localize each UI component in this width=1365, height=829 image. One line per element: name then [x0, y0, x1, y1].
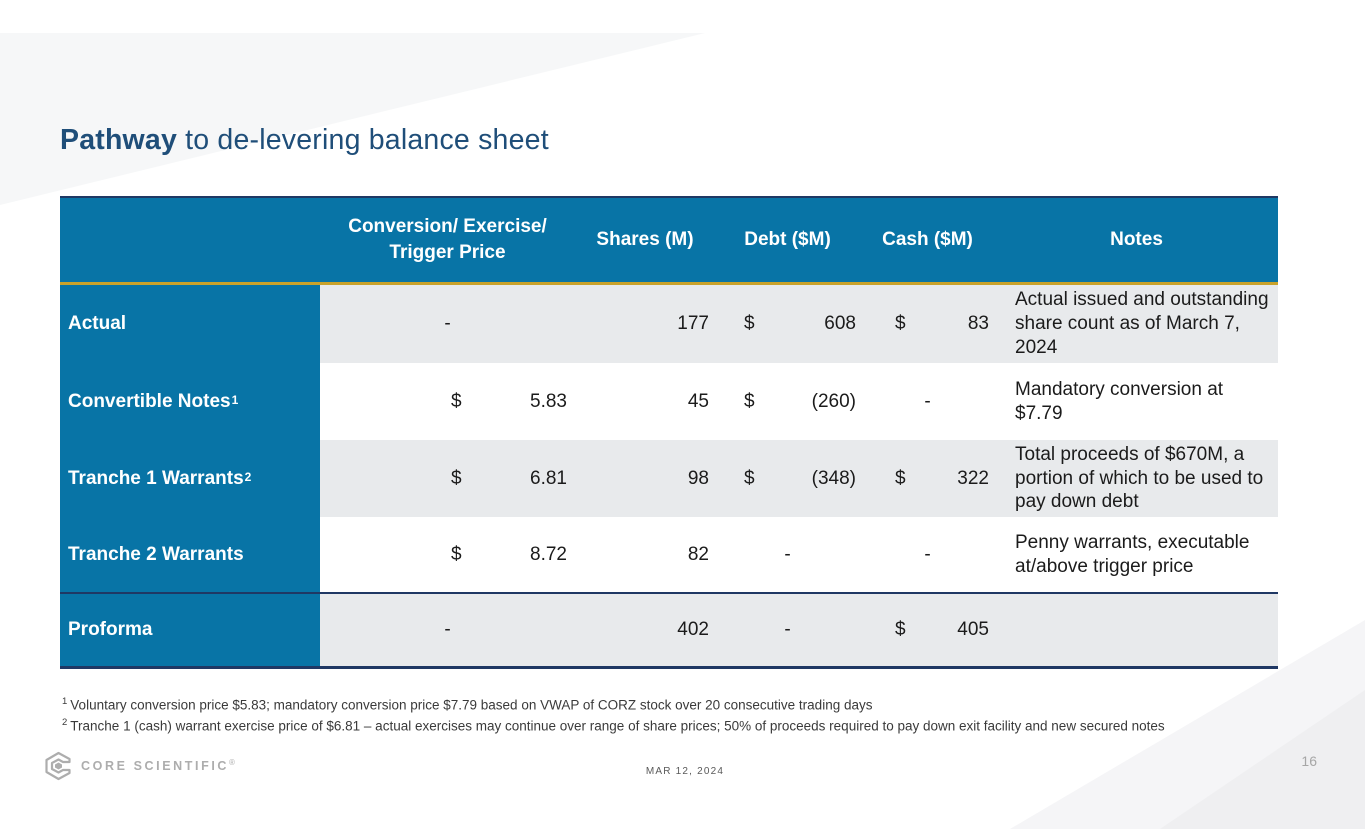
core-scientific-logo: CORE SCIENTIFIC®	[44, 751, 235, 781]
currency-symbol: $	[895, 619, 906, 640]
table-row-convertible-notes: Convertible Notes 1 $5.83 45 $ (260) - Man…	[60, 363, 1278, 440]
price-cell: $5.83	[320, 363, 575, 440]
debt-cell: $608	[715, 285, 860, 363]
cash-cell: -	[924, 543, 931, 565]
core-scientific-logo-icon	[45, 751, 71, 781]
debt-value: (260)	[811, 390, 856, 412]
cash-cell: $405	[860, 594, 995, 666]
price-cell: -	[444, 313, 451, 334]
header-notes: Notes	[1110, 229, 1163, 251]
footnote-2: 2 Tranche 1 (cash) warrant exercise price…	[62, 716, 1322, 737]
price-value: 5.83	[530, 390, 567, 412]
debt-cell: -	[784, 619, 791, 640]
debt-cell: $ (348)	[715, 440, 860, 517]
cash-value: 322	[957, 467, 989, 489]
notes-cell: Mandatory conversion at $7.79	[1015, 378, 1224, 424]
debt-value: (348)	[811, 467, 856, 489]
footnote-2-text: Tranche 1 (cash) warrant exercise price …	[70, 718, 1165, 734]
row-label: Actual	[60, 285, 320, 363]
cash-cell: -	[924, 390, 931, 412]
shares-cell: 177	[677, 313, 709, 334]
table-row-tranche2-warrants: Tranche 2 Warrants $8.72 82 - - Penny wa…	[60, 517, 1278, 592]
footnote-1: 1 Voluntary conversion price $5.83; manda…	[62, 695, 1322, 716]
shares-cell: 82	[687, 543, 709, 565]
footnote-1-sup: 1	[62, 696, 68, 707]
table-row-tranche1-warrants: Tranche 1 Warrants 2 $6.81 98 $ (348) $322…	[60, 440, 1278, 517]
row-label-sup: 1	[231, 392, 239, 407]
notes-cell: Actual issued and outstanding share coun…	[1015, 289, 1269, 358]
registered-mark: ®	[229, 758, 235, 768]
currency-symbol: $	[451, 467, 462, 489]
footnotes: 1 Voluntary conversion price $5.83; manda…	[62, 695, 1322, 737]
cash-value: 405	[957, 619, 989, 640]
row-label-text: Convertible Notes	[68, 390, 231, 412]
currency-symbol: $	[744, 313, 755, 334]
cash-value: 83	[967, 313, 989, 334]
notes-cell: Total proceeds of $670M, a portion of wh…	[1015, 443, 1264, 513]
currency-symbol: $	[895, 467, 906, 489]
page-title-rest: to de-levering balance sheet	[177, 124, 549, 156]
row-label: Convertible Notes 1	[60, 363, 320, 440]
shares-cell: 402	[677, 619, 709, 640]
shares-cell: 98	[687, 467, 709, 489]
price-cell: $6.81	[320, 440, 575, 517]
header-cash: Cash ($M)	[882, 229, 973, 251]
currency-symbol: $	[451, 390, 462, 412]
header-debt: Debt ($M)	[744, 229, 831, 251]
debt-value: 608	[824, 313, 856, 334]
page-number: 16	[1301, 753, 1317, 769]
footer-date: MAR 12, 2024	[645, 766, 725, 777]
table-row-actual: Actual - 177 $608 $83 Actual issued and …	[60, 285, 1278, 363]
row-label-text: Tranche 1 Warrants	[68, 467, 244, 489]
cash-cell: $322	[860, 440, 995, 517]
row-label: Proforma	[60, 594, 320, 666]
debt-cell: $ (260)	[715, 363, 860, 440]
notes-cell	[995, 594, 1278, 666]
header-empty	[60, 198, 320, 282]
table-row-proforma: Proforma - 402 - $405	[60, 592, 1278, 666]
page-title-bold: Pathway	[60, 124, 178, 156]
currency-symbol: $	[744, 467, 755, 489]
row-label: Tranche 2 Warrants	[60, 517, 320, 592]
page-title: Pathway to de-levering balance sheet	[60, 124, 549, 157]
footnote-2-sup: 2	[62, 716, 68, 728]
price-value: 6.81	[530, 467, 567, 489]
row-label-text: Proforma	[68, 619, 153, 640]
price-value: 8.72	[530, 543, 567, 565]
price-cell: -	[444, 619, 451, 640]
notes-cell: Penny warrants, executable at/above trig…	[1015, 531, 1250, 577]
table-bottom-rule	[60, 666, 1278, 669]
row-label-text: Actual	[68, 313, 127, 334]
row-label-text: Tranche 2 Warrants	[68, 543, 244, 565]
delevering-table: Conversion/ Exercise/ Trigger Price Shar…	[60, 196, 1278, 669]
logo-wordmark: CORE SCIENTIFIC	[81, 759, 230, 774]
currency-symbol: $	[744, 390, 755, 412]
header-shares: Shares (M)	[596, 229, 694, 251]
row-label-sup: 2	[244, 469, 252, 484]
shares-cell: 45	[687, 390, 709, 412]
core-scientific-logo-text: CORE SCIENTIFIC®	[81, 758, 235, 773]
debt-cell: -	[784, 543, 791, 565]
table-header-row: Conversion/ Exercise/ Trigger Price Shar…	[60, 198, 1278, 285]
row-label: Tranche 1 Warrants 2	[60, 440, 320, 517]
decorative-top-wedge	[0, 33, 705, 205]
header-price: Conversion/ Exercise/ Trigger Price	[348, 216, 547, 263]
cash-cell: $83	[860, 285, 995, 363]
footnote-1-text: Voluntary conversion price $5.83; mandat…	[70, 697, 873, 713]
price-cell: $8.72	[320, 517, 575, 592]
currency-symbol: $	[451, 543, 462, 565]
currency-symbol: $	[895, 313, 906, 334]
